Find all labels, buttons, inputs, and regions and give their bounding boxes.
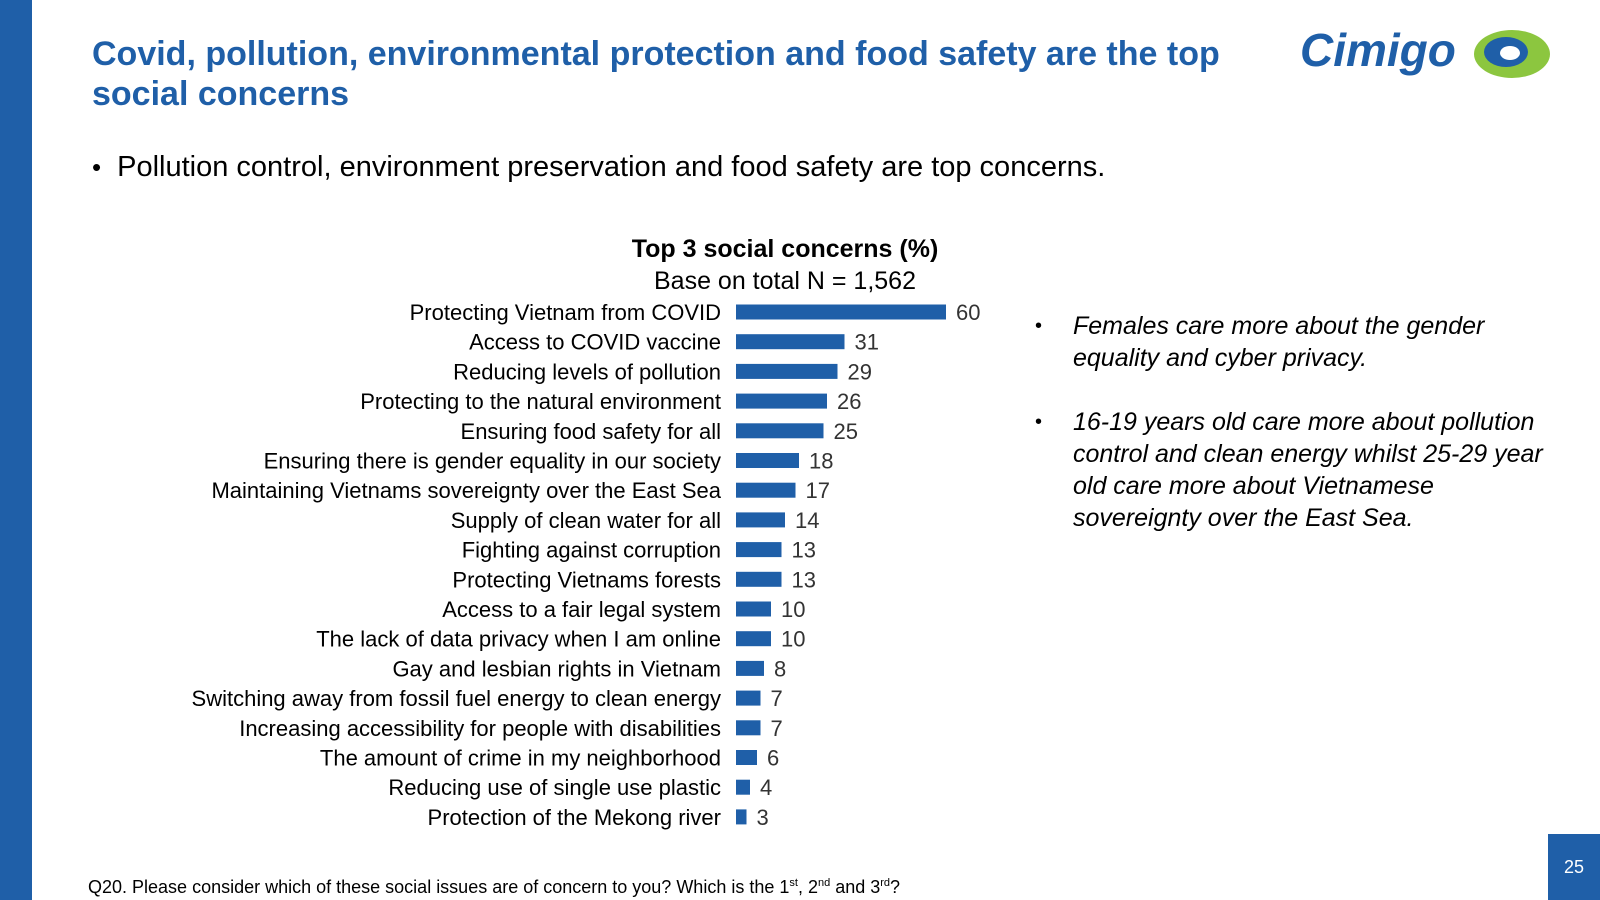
footnote-text: , 2 <box>797 877 818 897</box>
category-label: Protecting Vietnams forests <box>452 567 721 592</box>
left-accent-bar <box>0 0 32 900</box>
question-footnote: Q20. Please consider which of these soci… <box>88 872 1288 898</box>
category-label: Access to COVID vaccine <box>469 330 721 355</box>
footnote-text: ? <box>890 877 901 897</box>
category-label: Gay and lesbian rights in Vietnam <box>392 656 721 681</box>
category-label: Access to a fair legal system <box>442 597 721 622</box>
category-label: Fighting against corruption <box>462 538 721 563</box>
bar <box>736 779 750 795</box>
cimigo-logo: Cimigo <box>1300 24 1550 78</box>
category-label: Protection of the Mekong river <box>428 805 721 830</box>
intro-text: Pollution control, environment preservat… <box>117 151 1106 183</box>
bar <box>736 601 771 617</box>
notes-panel: • Females care more about the gender equ… <box>1035 310 1555 566</box>
category-label: Supply of clean water for all <box>451 508 721 533</box>
footnote-text: Q20. Please consider which of these soci… <box>88 877 790 897</box>
intro-bullet: • Pollution control, environment preserv… <box>92 150 1342 184</box>
footnote-sup: nd <box>817 877 831 889</box>
value-label: 6 <box>767 746 779 771</box>
value-label: 18 <box>809 449 833 474</box>
bullet-icon: • <box>92 152 102 182</box>
note-text: 16-19 years old care more about pollutio… <box>1073 408 1543 532</box>
category-label: Switching away from fossil fuel energy t… <box>192 686 721 711</box>
page-number: 25 <box>1548 834 1600 900</box>
footnote-text: and 3 <box>830 877 881 897</box>
logo-wordmark: Cimigo <box>1300 24 1456 76</box>
value-label: 25 <box>834 419 858 444</box>
category-label: Ensuring food safety for all <box>461 419 721 444</box>
note-item: • Females care more about the gender equ… <box>1035 310 1555 374</box>
value-label: 26 <box>837 389 861 414</box>
category-label: The amount of crime in my neighborhood <box>320 746 721 771</box>
bar <box>736 690 761 706</box>
note-text: Females care more about the gender equal… <box>1073 312 1485 372</box>
bar <box>736 660 764 676</box>
category-label: Maintaining Vietnams sovereignty over th… <box>211 478 721 503</box>
category-label: Reducing levels of pollution <box>453 359 721 384</box>
bar <box>736 631 771 647</box>
bar <box>736 363 838 379</box>
bar <box>736 393 827 409</box>
bar <box>736 334 845 350</box>
value-label: 29 <box>848 359 872 384</box>
value-label: 4 <box>760 775 772 800</box>
bullet-icon: • <box>1035 315 1043 337</box>
bar <box>736 542 782 558</box>
logo-eye-pupil <box>1500 46 1520 60</box>
value-label: 17 <box>806 478 830 503</box>
value-label: 60 <box>956 300 980 325</box>
value-label: 7 <box>771 686 783 711</box>
bar <box>736 512 785 528</box>
footnote-sup: st <box>789 877 798 889</box>
bar <box>736 482 796 498</box>
value-label: 7 <box>771 716 783 741</box>
chart-title: Top 3 social concerns (%) <box>631 235 939 263</box>
bar <box>736 453 799 468</box>
bar <box>736 571 782 587</box>
category-label: Reducing use of single use plastic <box>388 775 721 800</box>
bar <box>736 720 761 736</box>
bar <box>736 423 824 439</box>
value-label: 31 <box>855 330 879 355</box>
category-label: The lack of data privacy when I am onlin… <box>316 627 721 652</box>
bar <box>736 750 757 765</box>
bullet-icon: • <box>1035 411 1043 433</box>
value-label: 3 <box>757 805 769 830</box>
category-label: Increasing accessibility for people with… <box>239 716 721 741</box>
bar <box>736 304 946 320</box>
value-label: 14 <box>795 508 819 533</box>
chart-subtitle: Base on total N = 1,562 <box>654 267 916 295</box>
category-label: Protecting to the natural environment <box>360 389 721 414</box>
bar <box>736 809 747 825</box>
footnote-sup: rd <box>880 877 891 889</box>
category-label: Protecting Vietnam from COVID <box>410 300 721 325</box>
value-label: 13 <box>792 538 816 563</box>
value-label: 13 <box>792 567 816 592</box>
value-label: 8 <box>774 656 786 681</box>
category-label: Ensuring there is gender equality in our… <box>264 449 721 474</box>
note-item: • 16-19 years old care more about pollut… <box>1035 406 1555 534</box>
slide-title: Covid, pollution, environmental protecti… <box>92 35 1220 113</box>
value-label: 10 <box>781 597 805 622</box>
value-label: 10 <box>781 627 805 652</box>
